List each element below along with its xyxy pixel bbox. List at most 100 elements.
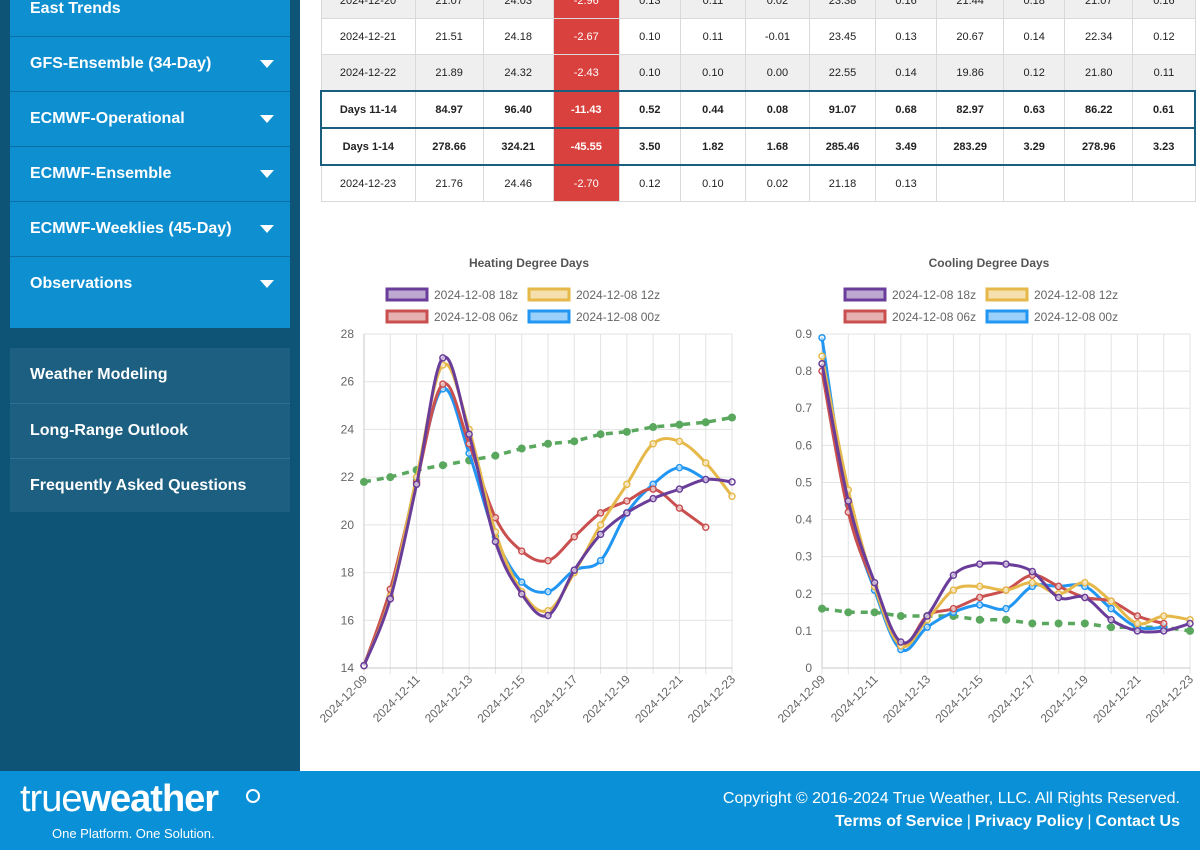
series-point <box>701 523 710 531</box>
series-line <box>820 370 1165 648</box>
normal-point <box>1186 626 1194 635</box>
series-point <box>360 661 368 670</box>
series-point <box>623 497 631 505</box>
legend-label: 2024-12-08 00z <box>576 310 660 324</box>
series-point <box>1159 627 1168 635</box>
y-tick-label: 18 <box>341 566 355 580</box>
terms-of-service-link[interactable]: Terms of Service <box>834 813 963 830</box>
table-cell: 21.44 <box>936 0 1005 19</box>
y-tick-label: 0.8 <box>795 364 812 378</box>
normal-point <box>360 477 368 486</box>
y-tick-label: 0.6 <box>795 438 812 452</box>
x-tick-label: 2024-12-15 <box>933 672 987 726</box>
table-cell: 0.68 <box>875 90 938 129</box>
sidebar-model-menu: East Trends GFS-Ensemble (34-Day) ECMWF-Op… <box>10 0 290 328</box>
table-cell: 82.97 <box>936 90 1005 129</box>
series-point <box>923 612 931 620</box>
table-cell <box>1064 164 1134 202</box>
table-cell: 0.13 <box>618 0 681 19</box>
table-cell: 283.29 <box>936 127 1005 166</box>
series-point <box>975 560 984 568</box>
series-point <box>975 593 984 602</box>
series-point <box>728 492 736 500</box>
table-cell: 0.61 <box>1132 90 1197 129</box>
table-cell: 0.00 <box>744 54 810 92</box>
row-label-cell: 2024-12-20 <box>320 0 416 19</box>
y-tick-label: 0.5 <box>795 475 812 489</box>
table-cell: 22.34 <box>1064 18 1134 55</box>
series-point <box>1002 560 1010 568</box>
sidebar-item-east-trends[interactable]: East Trends <box>10 0 290 35</box>
table-cell: 21.51 <box>414 18 484 55</box>
cdd-chart-svg: Cooling Degree Days 2024-12-08 18z 2024-12… <box>775 256 1197 726</box>
y-tick-label: 0 <box>805 661 812 675</box>
legend-swatch <box>843 287 887 302</box>
legend-label: 2024-12-08 18z <box>434 288 518 302</box>
normal-point <box>1080 619 1089 628</box>
table-cell: 91.07 <box>808 90 877 129</box>
sidebar-item-ecmwf-weeklies-45-day[interactable]: ECMWF-Weeklies (45-Day) <box>10 201 290 255</box>
table-cell: 0.16 <box>1132 0 1196 19</box>
table-cell: 0.16 <box>875 0 938 19</box>
x-tick-label: 2024-12-23 <box>1143 672 1197 726</box>
hdd-chart: Heating Degree Days 2024-12-08 18z 2024-12… <box>317 240 770 760</box>
sidebar-item-ecmwf-operational[interactable]: ECMWF-Operational <box>10 91 290 145</box>
table-cell: 3.23 <box>1132 127 1197 166</box>
table-cell: 21.89 <box>414 54 484 92</box>
normal-point <box>386 473 395 482</box>
y-tick-label: 24 <box>341 422 355 436</box>
legend-label: 2024-12-08 12z <box>576 288 660 302</box>
legend-swatch <box>843 309 887 324</box>
normal-point <box>1002 615 1010 624</box>
series-point <box>570 566 579 574</box>
sidebar-item-weather-modeling[interactable]: Weather Modeling <box>10 348 290 402</box>
y-tick-label: 0.1 <box>795 624 812 638</box>
sidebar-item-gfs-ensemble-34-day[interactable]: GFS-Ensemble (34-Day) <box>10 36 290 90</box>
sidebar-item-frequently-asked-questions[interactable]: Frequently Asked Questions <box>10 458 290 512</box>
table-cell: 21.18 <box>808 164 877 202</box>
series-point <box>1159 619 1168 628</box>
privacy-policy-link[interactable]: Privacy Policy <box>974 813 1084 830</box>
copyright-text: Copyright © 2016-2024 True Weather, LLC.… <box>722 790 1180 807</box>
sidebar-item-label: ECMWF-Weeklies (45-Day) <box>30 220 232 237</box>
series-point <box>1002 604 1010 613</box>
table-cell: 0.11 <box>1132 54 1196 92</box>
sidebar-item-observations[interactable]: Observations <box>10 256 290 310</box>
table-cell: 86.22 <box>1064 90 1134 129</box>
series-point <box>1133 627 1142 635</box>
sidebar-item-ecmwf-ensemble[interactable]: ECMWF-Ensemble <box>10 146 290 200</box>
sidebar-item-label: Frequently Asked Questions <box>30 477 247 494</box>
table-cell: 24.03 <box>482 0 554 19</box>
table-cell: 285.46 <box>808 127 877 166</box>
contact-us-link[interactable]: Contact Us <box>1095 813 1180 830</box>
footer-separator: | <box>966 813 971 830</box>
sidebar-item-label: East Trends <box>30 0 121 17</box>
x-tick-label: 2024-12-15 <box>475 672 529 726</box>
chevron-down-icon <box>260 280 274 288</box>
table-cell: 1.68 <box>744 127 810 166</box>
sidebar-item-long-range-outlook[interactable]: Long-Range Outlook <box>10 403 290 457</box>
row-label-cell: Days 1-14 <box>319 127 416 166</box>
series-point <box>1133 612 1142 620</box>
series-point <box>623 509 631 517</box>
normal-point <box>491 451 500 460</box>
series-point <box>728 478 736 486</box>
table-cell: -0.01 <box>744 18 810 55</box>
footer: trueweather One Platform. One Solution. … <box>0 771 1200 850</box>
table-cell: 3.29 <box>1003 127 1066 166</box>
table-cell: 24.18 <box>482 18 554 55</box>
trueweather-logo[interactable]: trueweather One Platform. One Solution. <box>20 779 260 841</box>
series-point <box>1081 593 1089 602</box>
series-point <box>975 582 984 591</box>
series-point <box>1081 578 1089 587</box>
series-point <box>675 437 684 446</box>
series-point <box>649 439 657 448</box>
series-point <box>491 537 500 546</box>
series-point <box>818 352 826 361</box>
table-cell: 324.21 <box>482 127 554 166</box>
x-tick-label: 2024-12-17 <box>527 672 581 726</box>
y-tick-label: 16 <box>341 613 355 627</box>
series-point <box>596 509 605 517</box>
series-point <box>1107 597 1115 605</box>
summary-row: Days 11-14 84.97 96.40 -11.43 0.52 0.44 0.08 91… <box>319 90 1197 129</box>
